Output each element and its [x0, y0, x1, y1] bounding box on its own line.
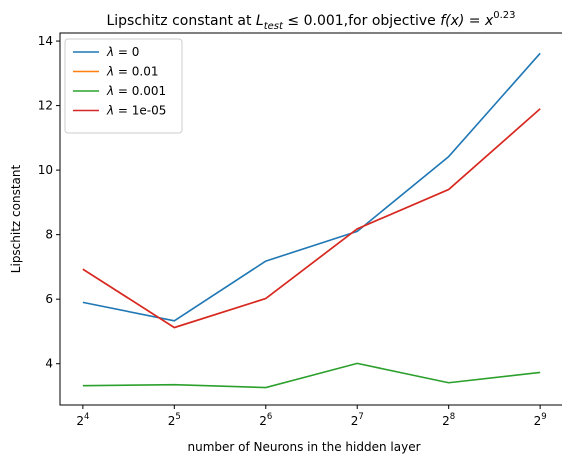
- y-tick-label: 4: [45, 357, 53, 371]
- series-line-lambda-0-01: [82, 108, 541, 329]
- legend-label: λ = 1e-05: [106, 104, 166, 118]
- plot-area-frame: [59, 32, 562, 406]
- legend-box: [64, 38, 183, 134]
- y-tick-label: 8: [45, 228, 53, 242]
- x-tick-label: 27: [351, 412, 364, 428]
- y-tick-label: 14: [38, 34, 53, 48]
- legend-label: λ = 0.01: [106, 65, 159, 79]
- y-tick-label: 10: [38, 163, 53, 177]
- x-axis-ticks: 24 25 26 27 28 29: [76, 405, 547, 428]
- legend-label: λ = 0: [106, 45, 139, 59]
- x-tick-label: 24: [76, 412, 89, 428]
- y-tick-label: 6: [45, 292, 53, 306]
- series-line-lambda-0-001: [82, 362, 541, 389]
- x-tick-label: 29: [534, 412, 547, 428]
- chart-title: Lipschitz constant at Ltest ≤ 0.001,for …: [106, 10, 515, 32]
- y-axis-ticks: 4 6 8 10 12 14: [38, 34, 60, 371]
- series-line-lambda-1e-05: [82, 108, 541, 329]
- y-axis-label: Lipschitz constant: [9, 165, 23, 274]
- series-lines: [82, 52, 541, 389]
- legend-label: λ = 0.001: [106, 84, 166, 98]
- x-tick-label: 28: [442, 412, 455, 428]
- x-axis-label: number of Neurons in the hidden layer: [187, 440, 420, 454]
- legend: λ = 0 λ = 0.01 λ = 0.001 λ = 1e-05: [64, 38, 183, 134]
- x-tick-label: 26: [259, 412, 272, 428]
- y-tick-label: 12: [38, 99, 53, 113]
- x-tick-label: 25: [168, 412, 181, 428]
